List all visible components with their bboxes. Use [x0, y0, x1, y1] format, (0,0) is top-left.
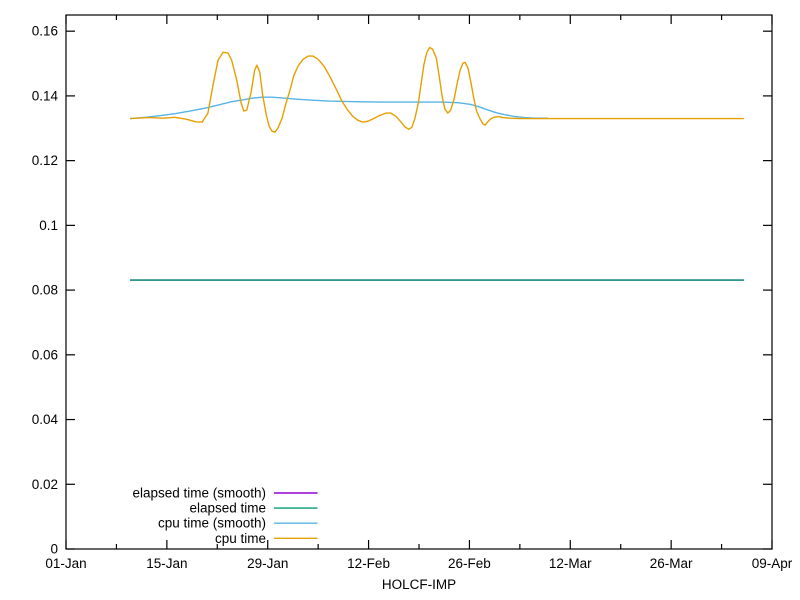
legend-label: elapsed time (smooth) [132, 486, 266, 501]
y-tick-label: 0.04 [32, 412, 59, 427]
y-tick-label: 0.14 [32, 88, 59, 103]
x-tick-label: 12-Feb [347, 556, 390, 571]
legend-label: cpu time [215, 531, 266, 546]
y-tick-label: 0.08 [32, 283, 58, 298]
x-tick-label: 26-Mar [650, 556, 693, 571]
x-tick-label: 29-Jan [247, 556, 288, 571]
legend-label: elapsed time [189, 501, 266, 516]
y-tick-label: 0.12 [32, 153, 58, 168]
y-tick-label: 0 [50, 542, 58, 557]
x-axis-title: HOLCF-IMP [381, 577, 457, 592]
series-line-cpu-time-smooth- [130, 96, 548, 120]
y-tick-label: 0.1 [39, 218, 58, 233]
x-tick-label: 12-Mar [549, 556, 592, 571]
legend-label: cpu time (smooth) [158, 516, 266, 531]
y-tick-label: 0.06 [32, 347, 58, 362]
y-tick-label: 0.16 [32, 24, 58, 39]
x-tick-label: 01-Jan [45, 556, 86, 571]
x-tick-label: 09-Apr [752, 556, 793, 571]
x-tick-label: 26-Feb [448, 556, 491, 571]
y-tick-label: 0.02 [32, 477, 58, 492]
x-tick-label: 15-Jan [146, 556, 187, 571]
series-line-cpu-time [130, 46, 744, 133]
